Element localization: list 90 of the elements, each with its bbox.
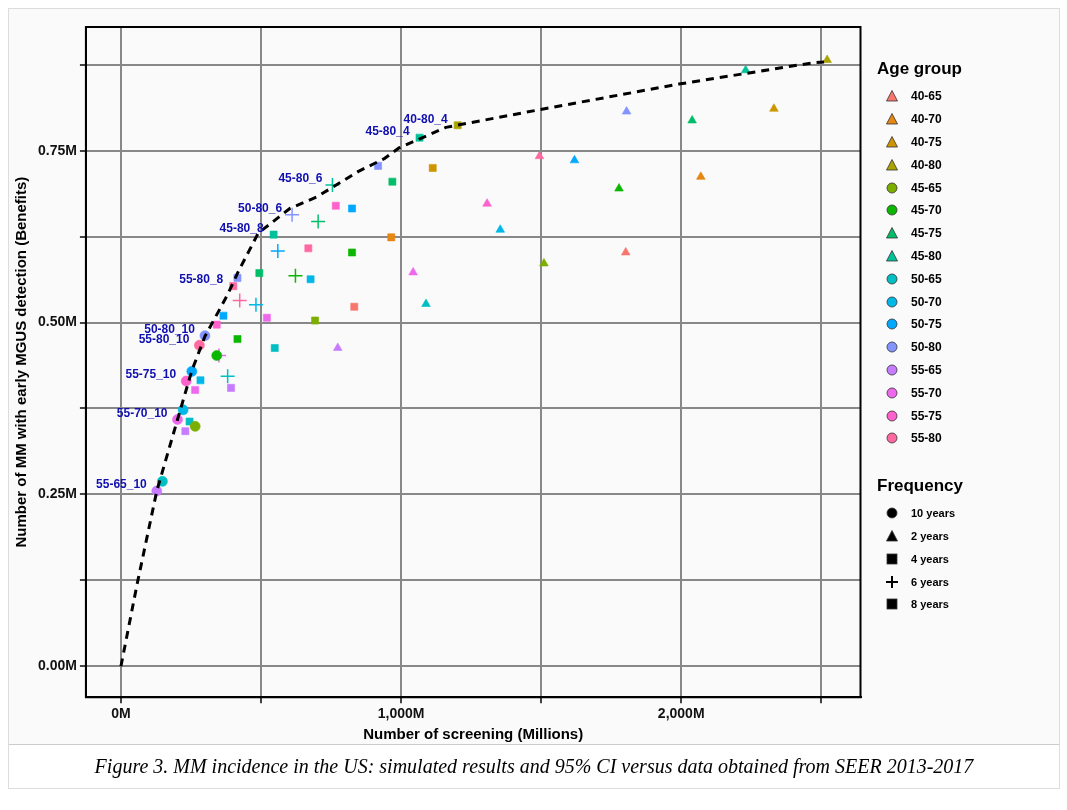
point bbox=[696, 171, 706, 180]
legend-label: 10 years bbox=[910, 506, 957, 522]
point bbox=[333, 342, 343, 351]
point bbox=[621, 247, 631, 256]
point bbox=[263, 313, 271, 322]
legend-label: 4 years bbox=[910, 551, 950, 567]
annotation: 45-80_4 bbox=[365, 123, 410, 138]
y-tick-label: 0.25M bbox=[37, 485, 77, 502]
point bbox=[269, 230, 278, 239]
point bbox=[482, 198, 492, 207]
point bbox=[350, 302, 359, 311]
y-tick-label: 0.00M bbox=[37, 657, 77, 674]
point bbox=[231, 292, 248, 309]
point bbox=[621, 106, 632, 115]
point bbox=[408, 267, 418, 276]
point bbox=[219, 311, 228, 320]
point bbox=[233, 335, 242, 343]
point bbox=[310, 213, 326, 230]
point bbox=[348, 248, 356, 257]
y-tick-label: 0.50M bbox=[37, 313, 77, 330]
legend-label: 6 years bbox=[910, 574, 950, 590]
legend-label: 55-70 bbox=[910, 384, 943, 402]
x-tick-label: 1,000M bbox=[377, 705, 425, 722]
point bbox=[534, 150, 545, 160]
point bbox=[219, 368, 236, 384]
point bbox=[331, 201, 340, 210]
legend-label: 40-80 bbox=[910, 156, 943, 174]
annotation: 45-80_6 bbox=[278, 171, 323, 186]
annotation: 50-80_6 bbox=[238, 200, 283, 215]
annotation: 55-75_10 bbox=[125, 367, 177, 382]
legend-label: 50-75 bbox=[910, 316, 943, 334]
legend-label: 45-65 bbox=[910, 179, 943, 197]
legend-label: 40-65 bbox=[910, 88, 943, 106]
legend-title: Age group bbox=[877, 59, 963, 79]
point bbox=[227, 384, 235, 392]
point bbox=[428, 164, 437, 172]
point bbox=[270, 344, 279, 352]
point bbox=[387, 233, 396, 242]
point bbox=[212, 320, 221, 329]
legend-label: 55-75 bbox=[910, 407, 943, 425]
x-axis-title: Number of screening (Millions) bbox=[363, 725, 584, 743]
point bbox=[189, 421, 201, 432]
point bbox=[191, 386, 199, 394]
point bbox=[304, 244, 313, 253]
point bbox=[348, 204, 356, 213]
point bbox=[180, 375, 192, 387]
annotation: 55-65_10 bbox=[96, 477, 148, 492]
annotation: 55-70_10 bbox=[116, 405, 168, 420]
legend-label: 45-80 bbox=[910, 247, 943, 265]
caption: Figure 3. MM incidence in the US: simulated results and 95% CI versus data obtained from SEER 2013-2017 bbox=[9, 744, 1059, 788]
annotation: 55-80_8 bbox=[179, 272, 224, 287]
legend-label: 8 years bbox=[910, 597, 950, 613]
point bbox=[822, 54, 832, 63]
legend-label: 40-75 bbox=[910, 134, 943, 151]
legend-label: 45-75 bbox=[910, 225, 943, 243]
point bbox=[421, 298, 431, 307]
point bbox=[284, 206, 300, 223]
point bbox=[388, 177, 397, 186]
point bbox=[255, 269, 264, 277]
point bbox=[769, 103, 779, 112]
legend-label: 50-80 bbox=[910, 339, 943, 357]
legend-label: 50-65 bbox=[910, 270, 943, 288]
annotation: 40-80_4 bbox=[403, 111, 448, 126]
point bbox=[311, 316, 319, 325]
point bbox=[614, 183, 624, 192]
point bbox=[539, 258, 549, 267]
legend-label: 55-65 bbox=[910, 361, 943, 379]
x-tick-label: 0M bbox=[111, 705, 131, 722]
legend-label: 55-80 bbox=[910, 430, 943, 448]
point bbox=[687, 115, 697, 124]
legend-label: 2 years bbox=[910, 528, 950, 544]
legend-label: 50-70 bbox=[910, 293, 943, 311]
point bbox=[495, 224, 505, 233]
point bbox=[270, 243, 286, 259]
legend-label: 45-70 bbox=[910, 202, 943, 220]
text: Frequency bbox=[877, 475, 963, 496]
point bbox=[569, 155, 580, 164]
y-axis-title: Number of MM with early MGUS detection (Benefits) bbox=[12, 176, 30, 548]
point bbox=[181, 427, 190, 436]
point bbox=[287, 268, 304, 284]
annotation: 45-80_8 bbox=[219, 220, 264, 235]
point bbox=[248, 296, 264, 313]
point bbox=[211, 350, 223, 361]
point bbox=[324, 177, 341, 193]
x-tick-label: 2,000M bbox=[657, 705, 705, 722]
y-tick-label: 0.75M bbox=[37, 141, 77, 158]
point bbox=[306, 275, 315, 284]
point bbox=[196, 376, 205, 385]
point bbox=[177, 404, 189, 416]
legend-label: 40-70 bbox=[910, 111, 943, 129]
